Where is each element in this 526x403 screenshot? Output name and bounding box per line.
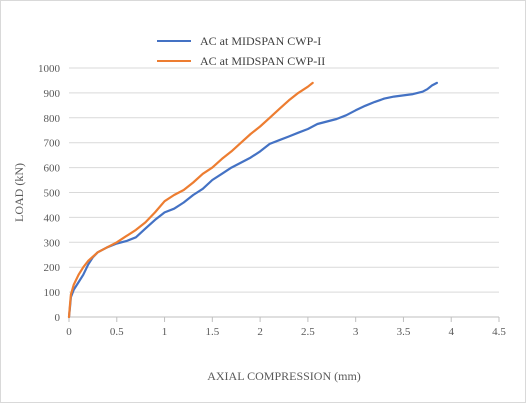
- y-tick-label: 600: [44, 163, 61, 175]
- y-tick-label: 300: [44, 237, 61, 249]
- y-axis-ticks: 0 100 200 300 400 500 600 700 800 900 1000: [38, 63, 61, 324]
- y-tick-label: 400: [44, 212, 61, 224]
- y-tick-label: 500: [44, 188, 61, 200]
- x-axis-title: AXIAL COMPRESSION (mm): [207, 369, 361, 383]
- legend-label-cwp-i: AC at MIDSPAN CWP-I: [200, 34, 321, 48]
- gridlines: [69, 67, 499, 293]
- x-tick-label: 4.5: [492, 326, 506, 338]
- legend: AC at MIDSPAN CWP-I AC at MIDSPAN CWP-II: [157, 34, 325, 68]
- y-tick-label: 1000: [38, 63, 61, 75]
- x-tick-label: 3: [353, 326, 359, 338]
- y-tick-label: 700: [44, 138, 61, 150]
- legend-label-cwp-ii: AC at MIDSPAN CWP-II: [200, 54, 325, 68]
- series-lines: [67, 81, 438, 319]
- y-tick-label: 200: [44, 262, 61, 274]
- y-tick-label: 800: [44, 113, 61, 125]
- x-tick-label: 1: [162, 326, 168, 338]
- y-axis-title: LOAD (kN): [12, 163, 26, 222]
- x-tick-label: 3.5: [397, 326, 411, 338]
- x-tick-label: 0.5: [110, 326, 124, 338]
- x-axis-ticks: 0 0.5 1 1.5 2 2.5 3 3.5 4 4.5: [66, 317, 506, 338]
- x-tick-label: 0: [66, 326, 72, 338]
- x-tick-label: 2.5: [301, 326, 315, 338]
- y-tick-label: 100: [44, 287, 61, 299]
- series-line-cwp-ii: [67, 81, 314, 319]
- x-tick-label: 1.5: [205, 326, 219, 338]
- y-tick-label: 900: [44, 88, 61, 100]
- x-tick-label: 4: [448, 326, 454, 338]
- x-tick-label: 2: [257, 326, 263, 338]
- y-tick-label: 0: [55, 312, 61, 324]
